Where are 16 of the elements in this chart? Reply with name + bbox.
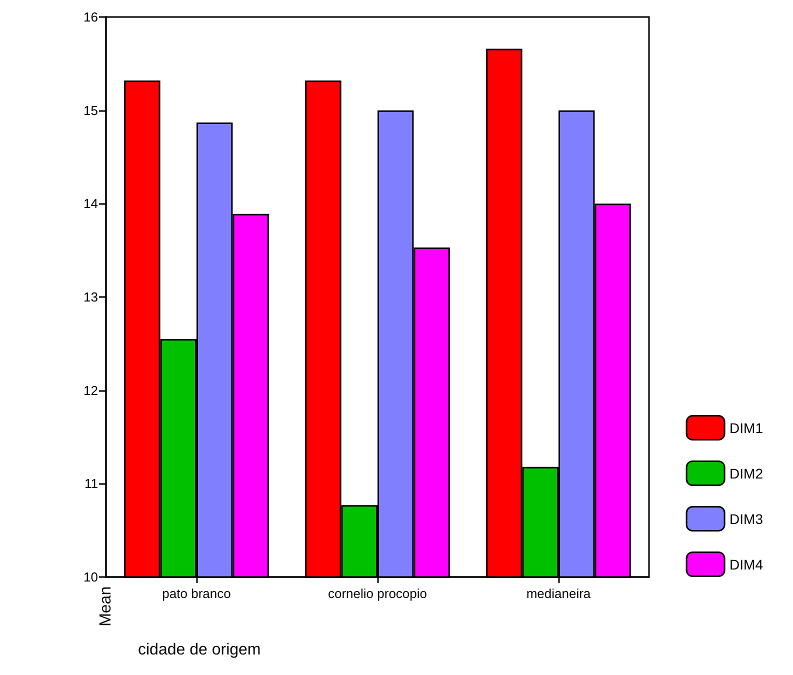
- y-tick-label: 12: [84, 382, 98, 398]
- legend-label: DIM1: [730, 420, 764, 436]
- x-tick-label: cornelio procopio: [328, 586, 428, 601]
- x-tick-label: medianeira: [526, 586, 592, 601]
- legend-label: DIM4: [730, 556, 764, 572]
- y-tick-label: 15: [84, 102, 98, 118]
- y-tick-label: 13: [84, 290, 98, 304]
- y-tick-label: 16: [84, 10, 98, 24]
- y-tick-label: 11: [84, 476, 98, 492]
- legend-label: DIM2: [730, 465, 764, 482]
- legend-label: DIM3: [730, 510, 764, 527]
- x-tick-label: pato branco: [162, 586, 231, 601]
- y-tick-label: 14: [84, 196, 98, 212]
- y-tick-label: 10: [84, 570, 98, 584]
- y-axis-title: Mean: [98, 586, 114, 626]
- x-axis-title: cidade de origem: [138, 642, 261, 658]
